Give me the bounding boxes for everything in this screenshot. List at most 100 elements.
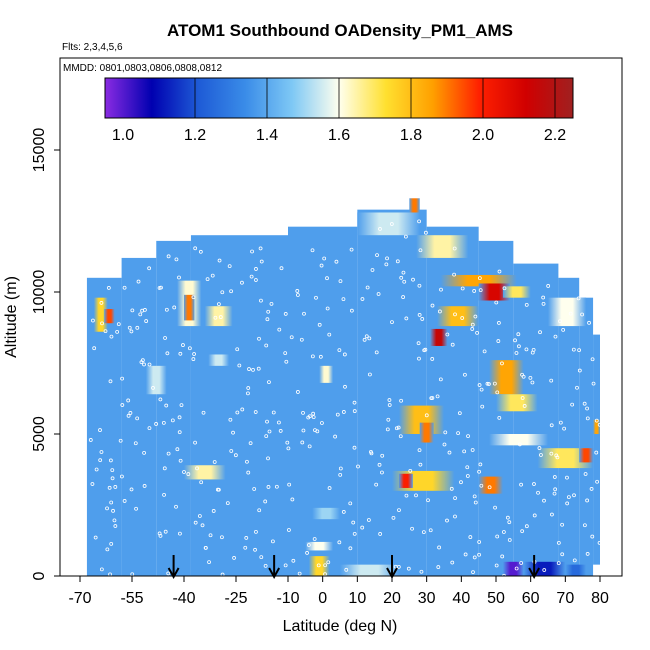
sample-point [542, 498, 546, 503]
colorbar-dividers [194, 78, 556, 118]
sample-point [116, 322, 121, 327]
sample-point [549, 378, 554, 383]
sample-point [387, 403, 392, 407]
sample-point [191, 295, 196, 300]
sample-point [472, 494, 477, 499]
sample-point [249, 274, 254, 279]
sample-point [338, 472, 343, 477]
sample-point [93, 535, 98, 540]
sample-point [158, 533, 163, 538]
sample-point [254, 267, 258, 271]
sample-point [333, 434, 337, 439]
sample-point [550, 512, 554, 517]
sample-point [472, 555, 477, 560]
sample-point [447, 450, 452, 455]
sample-point [256, 366, 261, 371]
sample-point [163, 529, 168, 534]
sample-point [452, 272, 457, 277]
y-tick-label: 10000 [31, 270, 48, 315]
sample-point [470, 322, 475, 327]
sample-point [203, 545, 208, 550]
sample-point [311, 415, 316, 420]
sample-point [271, 539, 275, 544]
sample-point [531, 347, 536, 352]
sample-point [517, 442, 522, 447]
sample-point [158, 397, 163, 402]
sample-point [344, 567, 349, 572]
sample-point [253, 547, 257, 552]
sample-point [442, 442, 447, 447]
sample-point [542, 568, 547, 572]
sample-point [419, 569, 424, 574]
sample-point [421, 530, 426, 534]
sample-point [348, 546, 353, 551]
sample-point [175, 447, 180, 452]
x-axis: -70 -55 -40 -25 -10 0 10 20 30 40 50 60 70 80 [68, 575, 609, 607]
sample-point [217, 258, 222, 263]
sample-point [348, 501, 353, 506]
sample-point [517, 344, 521, 349]
sample-point [197, 514, 202, 518]
sample-point [366, 518, 371, 522]
latitude-arrow [528, 555, 541, 580]
sample-point [501, 530, 506, 534]
sample-point [200, 523, 205, 528]
sample-point [453, 514, 457, 519]
sample-point [259, 298, 263, 303]
sample-point [589, 487, 594, 491]
sample-point [174, 257, 179, 262]
sample-point [487, 485, 492, 490]
chart-title: ATOM1 Southbound OADensity_PM1_AMS [167, 21, 513, 40]
sample-point [396, 425, 401, 430]
sample-point [556, 561, 561, 566]
sample-point [375, 253, 379, 258]
sample-point [430, 396, 435, 400]
sample-point [402, 279, 407, 284]
sample-point [213, 315, 218, 320]
colorbar-tick-label: 1.4 [256, 127, 278, 144]
sample-point [142, 450, 146, 455]
sample-point [536, 490, 540, 495]
sample-point [235, 410, 240, 415]
sample-point [283, 563, 288, 568]
y-tick-label: 0 [31, 571, 48, 580]
sample-point [528, 375, 533, 380]
sample-point [362, 337, 367, 342]
feature-cell [502, 561, 524, 576]
latitude-arrows [167, 555, 541, 580]
sample-point [560, 522, 565, 527]
sample-point [220, 535, 224, 540]
sample-point [220, 572, 225, 576]
sample-point [215, 487, 220, 492]
sample-point [482, 349, 487, 354]
sample-point [165, 351, 170, 356]
sample-point [302, 311, 306, 316]
sample-point [411, 277, 415, 282]
sample-point [590, 534, 595, 539]
sample-point [164, 307, 169, 312]
feature-cell [398, 473, 413, 488]
sample-point [462, 449, 467, 454]
sample-point [263, 499, 268, 504]
sample-point [147, 266, 152, 271]
sample-point [582, 523, 587, 528]
sample-point [289, 335, 294, 340]
sample-point [177, 415, 182, 420]
sample-point [138, 312, 143, 317]
sample-point [565, 475, 569, 480]
sample-point [360, 297, 365, 301]
sample-point [113, 485, 118, 489]
sample-point [549, 451, 554, 456]
sample-point [428, 528, 433, 533]
sample-point [307, 444, 312, 449]
sample-point [478, 288, 483, 293]
sample-point [352, 531, 357, 536]
sample-point [283, 312, 288, 316]
sample-point [229, 449, 234, 453]
feature-cell [478, 476, 503, 494]
sample-point [217, 302, 221, 307]
sample-point [530, 380, 535, 385]
sample-point [352, 445, 357, 450]
sample-point [320, 421, 324, 425]
feature-cell [489, 360, 524, 395]
